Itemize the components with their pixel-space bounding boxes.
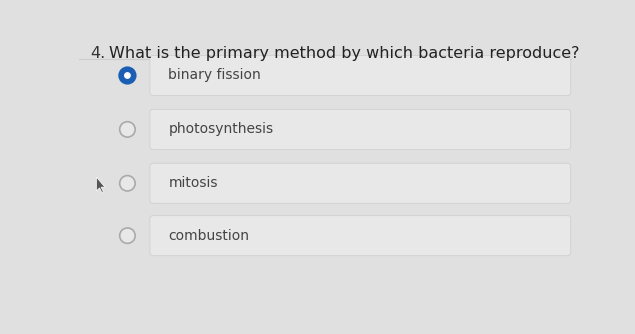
FancyBboxPatch shape	[150, 216, 571, 256]
Text: mitosis: mitosis	[168, 176, 218, 190]
Text: combustion: combustion	[168, 229, 250, 243]
Polygon shape	[97, 177, 105, 192]
Circle shape	[124, 73, 130, 78]
Text: 4.: 4.	[90, 46, 105, 61]
FancyBboxPatch shape	[150, 55, 571, 96]
Circle shape	[119, 228, 135, 243]
Circle shape	[119, 122, 135, 137]
Text: What is the primary method by which bacteria reproduce?: What is the primary method by which bact…	[109, 46, 579, 61]
FancyBboxPatch shape	[150, 109, 571, 149]
FancyBboxPatch shape	[150, 163, 571, 203]
Text: photosynthesis: photosynthesis	[168, 122, 274, 136]
Circle shape	[119, 68, 135, 83]
Text: binary fission: binary fission	[168, 68, 261, 82]
Circle shape	[119, 176, 135, 191]
